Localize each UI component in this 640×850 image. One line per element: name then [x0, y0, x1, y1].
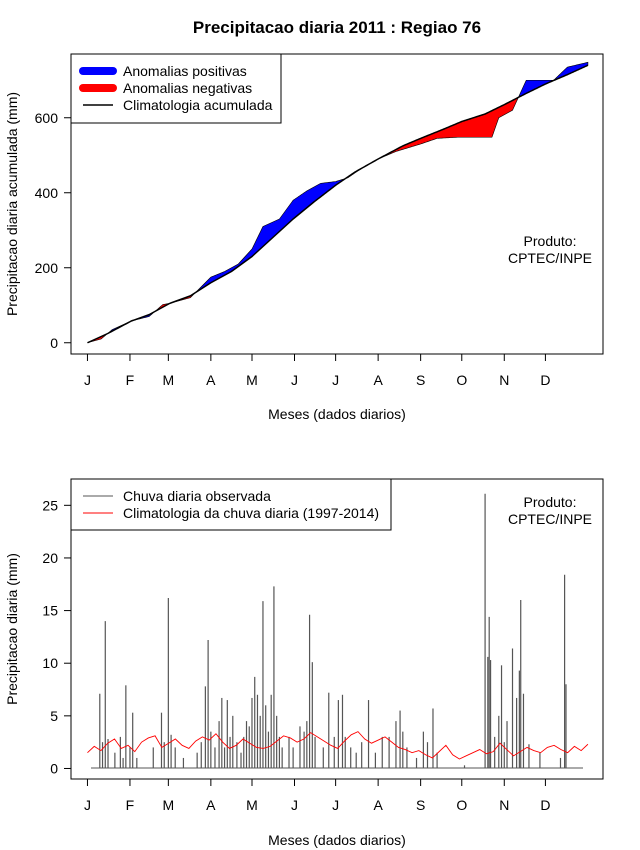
x-tick-label: O [456, 372, 467, 388]
negative-anomaly-area [346, 95, 520, 179]
y-tick-label: 600 [35, 110, 59, 126]
y-tick-label: 200 [35, 260, 59, 276]
y-tick-label: 0 [50, 760, 58, 776]
y-tick-label: 15 [42, 603, 58, 619]
daily-x-label: Meses (dados diarios) [268, 832, 406, 848]
x-tick-label: D [540, 797, 550, 813]
cumulative-y-axis: 0 200 400 600 [35, 110, 72, 351]
x-tick-label: F [126, 372, 135, 388]
daily-y-axis: 0 5 10 15 20 25 [42, 497, 72, 776]
daily-product-source: CPTEC/INPE [508, 511, 592, 527]
x-tick-label: J [84, 797, 91, 813]
legend-positive-label: Anomalias positivas [123, 63, 247, 79]
daily-legend: Chuva diaria observada Climatologia da c… [70, 478, 392, 531]
y-tick-label: 400 [35, 185, 59, 201]
x-tick-label: N [499, 372, 509, 388]
chart-title: Precipitacao diaria 2011 : Regiao 76 [193, 18, 481, 37]
y-tick-label: 20 [42, 550, 58, 566]
y-tick-label: 10 [42, 655, 58, 671]
x-tick-label: S [416, 797, 425, 813]
climatology-cumulative-line [87, 64, 589, 344]
daily-product-label: Produto: [524, 494, 577, 510]
x-tick-label: A [206, 797, 216, 813]
x-tick-label: J [291, 797, 298, 813]
cumulative-product-label: Produto: [524, 233, 577, 249]
x-tick-label: D [540, 372, 550, 388]
y-tick-label: 25 [42, 497, 58, 513]
x-tick-label: M [246, 372, 258, 388]
daily-observed-bars [99, 493, 567, 769]
x-tick-label: J [332, 372, 339, 388]
climatology-daily-line [87, 731, 589, 760]
x-tick-label: J [84, 372, 91, 388]
x-tick-label: N [499, 797, 509, 813]
daily-chart: 0 5 10 15 20 25 J F M A M J J A S O N D Meses (dados dia… [4, 478, 604, 848]
x-tick-label: A [206, 372, 216, 388]
legend-clim-daily-label: Climatologia da chuva diaria (1997-2014) [123, 505, 379, 521]
daily-legend-box [70, 478, 392, 531]
x-tick-label: A [373, 797, 383, 813]
cumulative-legend: Anomalias positivas Anomalias negativas … [70, 53, 282, 124]
x-tick-label: J [332, 797, 339, 813]
cumulative-x-label: Meses (dados diarios) [268, 406, 406, 422]
x-tick-label: J [291, 372, 298, 388]
x-tick-label: O [456, 797, 467, 813]
cumulative-lines [87, 64, 589, 344]
x-tick-label: M [246, 797, 258, 813]
x-tick-label: M [163, 372, 175, 388]
legend-climatology-label: Climatologia acumulada [123, 97, 273, 113]
cumulative-chart: 0 200 400 600 J F M A M J J A S O N D Meses (dados dia… [4, 53, 604, 422]
y-tick-label: 0 [50, 335, 58, 351]
x-tick-label: F [126, 797, 135, 813]
x-tick-label: S [416, 372, 425, 388]
daily-y-label: Precipitacao diaria (mm) [4, 553, 20, 705]
y-tick-label: 5 [50, 708, 58, 724]
x-tick-label: A [373, 372, 383, 388]
legend-observed-label: Chuva diaria observada [123, 488, 271, 504]
cumulative-product-source: CPTEC/INPE [508, 250, 592, 266]
x-tick-label: M [163, 797, 175, 813]
daily-climatology-series [87, 731, 589, 760]
cumulative-y-label: Precipitacao diaria acumulada (mm) [4, 92, 20, 316]
legend-negative-label: Anomalias negativas [123, 80, 252, 96]
